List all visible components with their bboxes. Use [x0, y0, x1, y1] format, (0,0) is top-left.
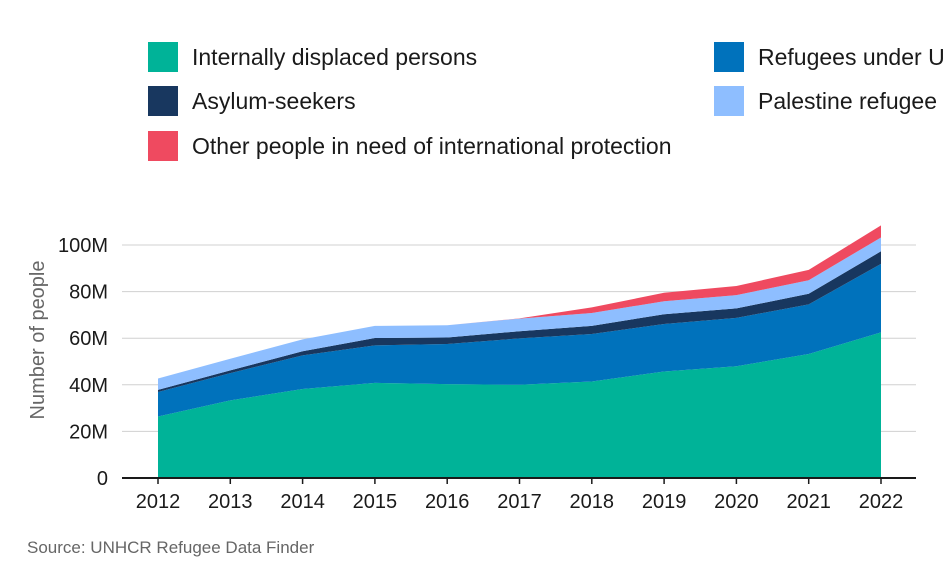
- x-tick-label: 2015: [353, 491, 398, 513]
- x-tick-label: 2017: [497, 491, 542, 513]
- x-tick-label: 2013: [208, 491, 253, 513]
- x-tick-label: 2020: [714, 491, 759, 513]
- legend-label-idp: Internally displaced persons: [192, 43, 478, 70]
- source-note: Source: UNHCR Refugee Data Finder: [27, 538, 315, 557]
- legend-swatch-palestine: [714, 86, 744, 116]
- y-tick-label: 40M: [69, 375, 108, 397]
- legend-swatch-asylum-seekers: [148, 86, 178, 116]
- legend-swatch-idp: [148, 42, 178, 72]
- legend-label-palestine: Palestine refugee: [758, 87, 938, 114]
- x-tick-label: 2019: [642, 491, 687, 513]
- legend-item-other[interactable]: Other people in need of international pr…: [148, 131, 672, 161]
- x-tick-label: 2021: [786, 491, 831, 513]
- legend-item-refugees[interactable]: Refugees under U: [714, 42, 944, 72]
- x-tick-label: 2022: [859, 491, 904, 513]
- y-tick-label: 60M: [69, 328, 108, 350]
- y-tick-label: 20M: [69, 421, 108, 443]
- legend-label-other: Other people in need of international pr…: [192, 132, 672, 159]
- y-tick-label: 100M: [58, 235, 108, 257]
- legend-label-asylum-seekers: Asylum-seekers: [192, 87, 356, 114]
- x-tick-label: 2018: [570, 491, 615, 513]
- y-tick-label: 80M: [69, 282, 108, 304]
- axes: 0 20M 40M 60M 80M 100M 2012 2013 2014 2015 2016 201…: [58, 235, 916, 513]
- legend-swatch-refugees: [714, 42, 744, 72]
- x-tick-label: 2012: [136, 491, 181, 513]
- legend-item-palestine[interactable]: Palestine refugee: [714, 86, 937, 116]
- area-refugees-under-unhcr-s-mandate: [158, 263, 881, 417]
- x-tick-label: 2016: [425, 491, 470, 513]
- y-axis-label: Number of people: [27, 261, 49, 420]
- legend-swatch-other: [148, 131, 178, 161]
- legend-item-idp[interactable]: Internally displaced persons: [148, 42, 477, 72]
- area-internally-displaced-persons: [158, 332, 881, 478]
- area-series: [158, 225, 881, 478]
- chart-legend: Internally displaced persons Refugees un…: [0, 0, 944, 180]
- x-tick-label: 2014: [280, 491, 325, 513]
- legend-item-asylum-seekers[interactable]: Asylum-seekers: [148, 86, 356, 116]
- legend-label-refugees: Refugees under U: [758, 43, 944, 70]
- y-tick-label: 0: [97, 468, 108, 490]
